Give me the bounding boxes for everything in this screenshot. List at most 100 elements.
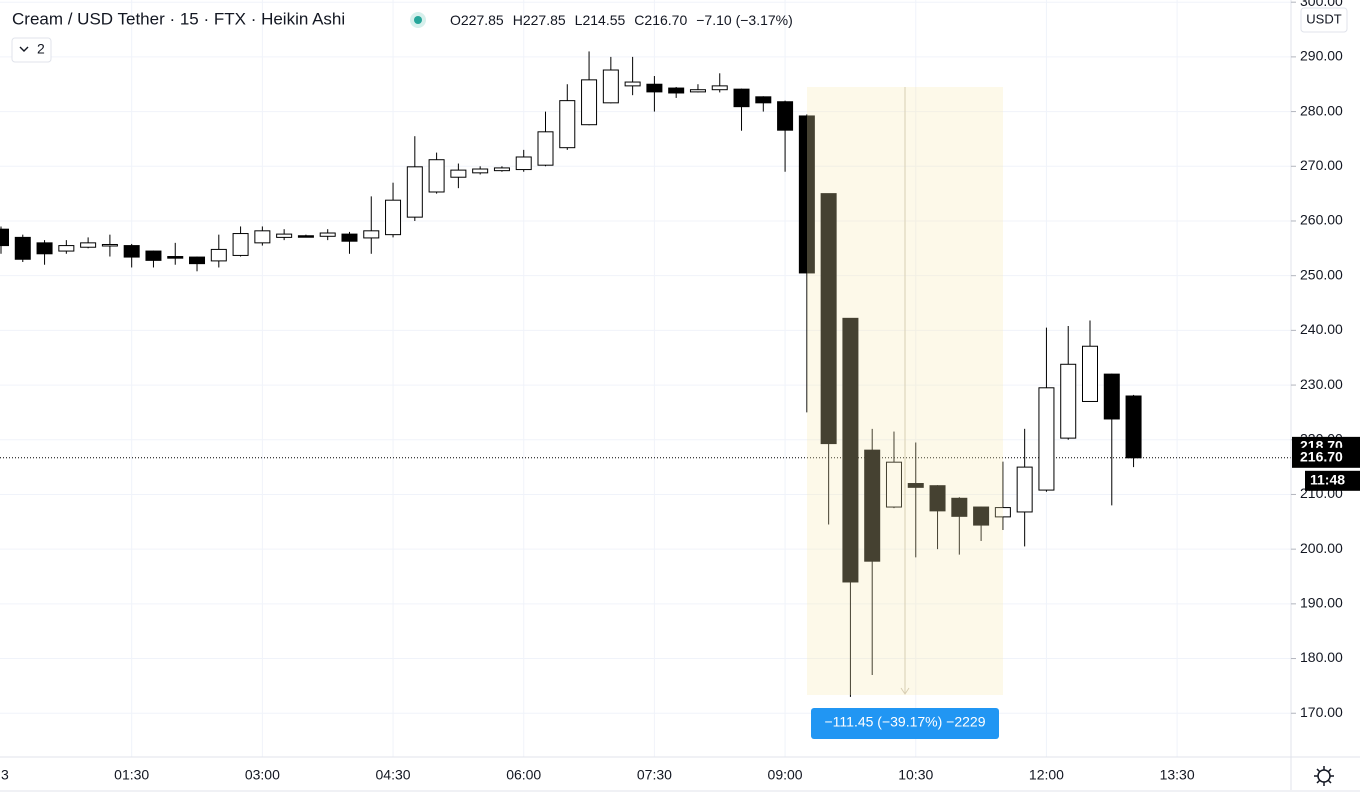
y-tick-label: 280.00	[1300, 102, 1343, 118]
candle-body	[145, 250, 162, 261]
ohlc-key: C	[634, 12, 644, 28]
candle-body	[189, 256, 206, 265]
price-label: 216.70	[1300, 449, 1343, 465]
candle-body	[341, 233, 358, 242]
x-tick-label: 03:00	[245, 767, 280, 783]
candle-body	[711, 85, 728, 91]
candle-body	[929, 485, 946, 512]
header: Cream / USD Tether · 15 · FTX · Heikin A…	[11, 7, 1348, 786]
candle-body	[624, 81, 641, 87]
candle-body	[1103, 373, 1120, 420]
chevron	[19, 46, 29, 52]
candle-body	[406, 166, 423, 218]
y-tick-label: 300.00	[1300, 0, 1343, 9]
y-tick-label: 290.00	[1300, 48, 1343, 64]
candle-body	[668, 87, 685, 94]
candle-body	[537, 131, 554, 166]
candle-body	[864, 449, 881, 562]
candle-body	[907, 483, 924, 488]
candle-body	[36, 242, 53, 255]
status-dot	[414, 16, 422, 24]
candle-body	[297, 235, 314, 238]
candle-body	[973, 506, 990, 526]
x-tick-label: 01:30	[114, 767, 149, 783]
measure-arrow	[900, 687, 910, 695]
indicator-count: 2	[37, 41, 45, 57]
ohlc-key: O	[450, 12, 461, 28]
candle-body	[450, 169, 467, 178]
y-tick-label: 170.00	[1300, 704, 1343, 720]
candle-body	[319, 232, 336, 237]
countdown-box	[1305, 470, 1360, 491]
candle-body	[885, 461, 902, 508]
candle-body	[559, 100, 576, 149]
candle-body	[581, 79, 598, 126]
candle-body	[1038, 387, 1055, 491]
ohlc-value: 227.85	[461, 12, 504, 28]
ohlc-key: H	[513, 12, 523, 28]
ohlc-value: 227.85	[523, 12, 566, 28]
candle-body	[363, 230, 380, 239]
candle-body	[733, 88, 750, 108]
chart-title: Cream / USD Tether · 15 · FTX · Heikin A…	[12, 9, 345, 28]
measure-label-box	[811, 708, 999, 739]
y-tick-label: 270.00	[1300, 157, 1343, 173]
candle-body	[951, 497, 968, 517]
currency-box[interactable]	[1300, 7, 1348, 33]
ohlc-value: 214.55	[582, 12, 625, 28]
ohlc-legend: O227.85 H227.85 L214.55 C216.70 −7.10 (−3.17…	[450, 12, 793, 28]
x-tick-label: 06:00	[506, 767, 541, 783]
candle-body	[798, 115, 815, 274]
y-tick-label: 230.00	[1300, 376, 1343, 392]
x-tick-label: 09:00	[768, 767, 803, 783]
candle-body	[493, 167, 510, 172]
candle-body	[276, 233, 293, 238]
candle-body	[58, 245, 75, 252]
change: −7.10 (−3.17%)	[696, 12, 793, 28]
x-tick-label: 12:00	[1029, 767, 1064, 783]
ohlc-key: L	[575, 12, 583, 28]
candle-body	[0, 228, 9, 247]
x-tick-label: 04:30	[376, 767, 411, 783]
y-tick-label: 240.00	[1300, 321, 1343, 337]
candle-body	[80, 242, 97, 248]
candle-body	[254, 230, 271, 244]
y-tick-label: 260.00	[1300, 212, 1343, 228]
candle-body	[1060, 363, 1077, 439]
ohlc-value: 216.70	[644, 12, 687, 28]
candle-body	[14, 236, 31, 260]
x-tick-label: 10:30	[898, 767, 933, 783]
candle-body	[515, 156, 532, 171]
candle-body	[842, 317, 859, 583]
candle-body	[385, 199, 402, 236]
currency: USDT	[1306, 11, 1341, 26]
candle-body	[428, 159, 445, 193]
countdown: 11:48	[1310, 472, 1345, 488]
candle-body	[1082, 345, 1098, 402]
candle-body	[689, 89, 706, 93]
y-tick-label: 190.00	[1300, 595, 1343, 611]
x-tick-label: 07:30	[637, 767, 672, 783]
candle-body	[602, 69, 619, 104]
candle-body	[472, 168, 489, 174]
candle-body	[646, 83, 663, 93]
y-tick-label: 180.00	[1300, 649, 1343, 665]
candle-body	[777, 101, 794, 131]
y-tick-label: 200.00	[1300, 540, 1343, 556]
candle-body	[1125, 395, 1142, 459]
candle-body	[232, 233, 249, 256]
measure-label: −111.45 (−39.17%) −2229	[825, 714, 986, 730]
settings-icon[interactable]	[1314, 766, 1334, 786]
candle-body	[755, 96, 772, 104]
candle-body	[820, 193, 837, 445]
candle-body	[167, 256, 184, 259]
candle-body	[123, 245, 140, 258]
candle-body	[1016, 466, 1033, 513]
y-tick-label: 250.00	[1300, 266, 1343, 282]
price-label-box	[1292, 447, 1360, 468]
indicator-toggle[interactable]	[11, 37, 52, 63]
x-tick-label: 13:30	[1160, 767, 1195, 783]
candle-body	[994, 507, 1011, 518]
